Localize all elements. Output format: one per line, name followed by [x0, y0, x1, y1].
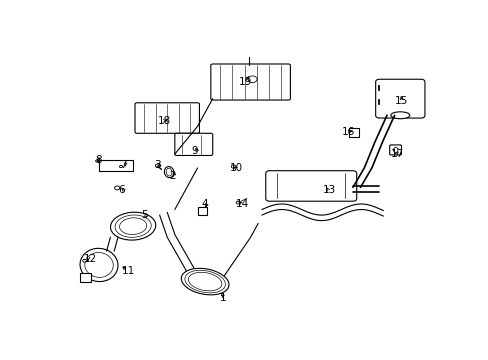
Text: 5: 5 [141, 210, 147, 220]
Ellipse shape [119, 166, 122, 168]
Ellipse shape [390, 112, 409, 119]
FancyBboxPatch shape [377, 85, 379, 90]
Ellipse shape [236, 201, 240, 204]
Text: 10: 10 [229, 163, 243, 173]
FancyBboxPatch shape [265, 171, 356, 201]
FancyBboxPatch shape [375, 79, 424, 118]
FancyBboxPatch shape [377, 99, 379, 104]
Text: 13: 13 [322, 185, 335, 195]
Text: 16: 16 [341, 127, 354, 137]
Text: 3: 3 [154, 160, 160, 170]
Ellipse shape [393, 148, 397, 152]
FancyBboxPatch shape [210, 64, 290, 100]
FancyBboxPatch shape [197, 207, 206, 215]
Ellipse shape [164, 167, 174, 177]
FancyBboxPatch shape [389, 145, 401, 155]
Ellipse shape [166, 168, 172, 176]
Text: 4: 4 [201, 199, 207, 209]
Text: 14: 14 [235, 199, 248, 209]
Circle shape [155, 164, 160, 167]
Text: 7: 7 [120, 160, 126, 170]
Text: 19: 19 [239, 77, 252, 87]
Ellipse shape [80, 248, 118, 282]
Text: 15: 15 [394, 96, 407, 107]
Text: 2: 2 [169, 171, 175, 181]
Ellipse shape [96, 160, 99, 162]
FancyBboxPatch shape [175, 133, 212, 156]
Text: 12: 12 [84, 255, 97, 264]
Ellipse shape [110, 212, 156, 240]
FancyBboxPatch shape [80, 273, 91, 282]
Text: 9: 9 [191, 146, 198, 156]
Text: 18: 18 [158, 116, 171, 126]
Circle shape [114, 186, 120, 190]
Circle shape [247, 76, 257, 82]
Text: 1: 1 [220, 293, 226, 303]
Text: 11: 11 [122, 266, 135, 275]
Ellipse shape [181, 268, 228, 295]
Text: 6: 6 [118, 185, 124, 195]
FancyBboxPatch shape [348, 128, 358, 138]
Text: 8: 8 [95, 155, 102, 165]
Ellipse shape [231, 165, 235, 168]
FancyBboxPatch shape [135, 103, 199, 133]
Text: 17: 17 [390, 149, 403, 159]
Ellipse shape [82, 260, 86, 262]
